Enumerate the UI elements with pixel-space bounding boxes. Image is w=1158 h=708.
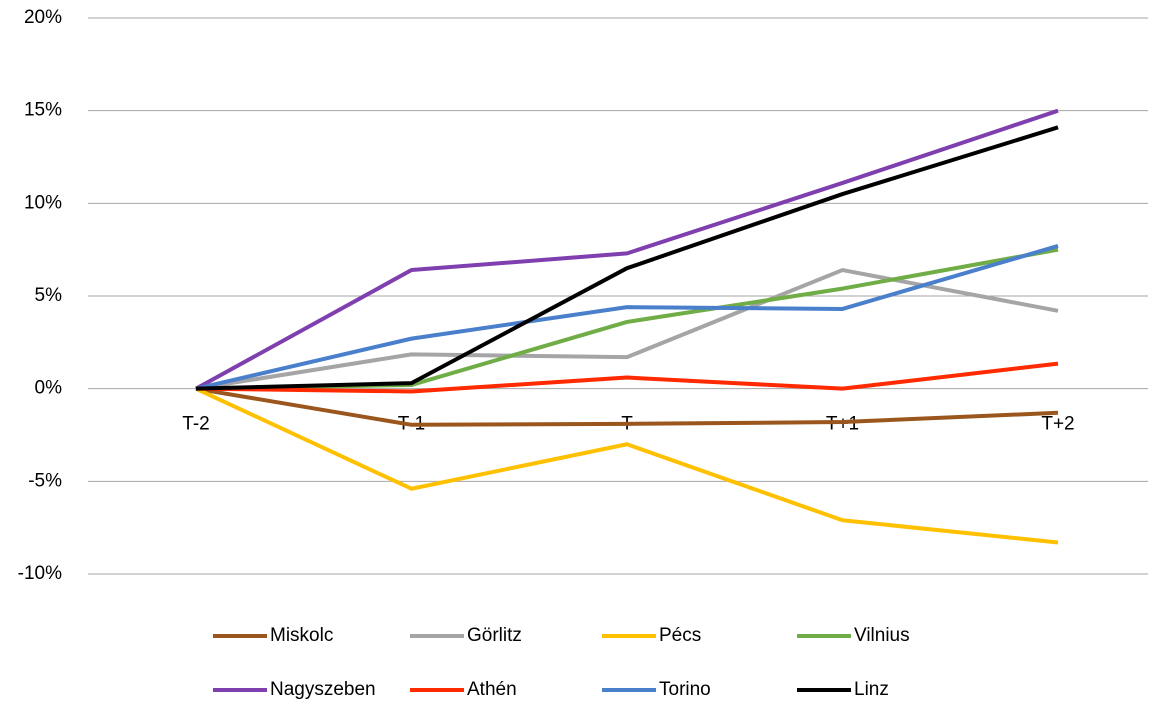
legend-label: Görlitz xyxy=(467,625,522,646)
y-tick-label: 10% xyxy=(24,192,62,213)
legend-label: Nagyszeben xyxy=(270,679,376,700)
y-tick-label: 5% xyxy=(35,285,63,306)
legend-label: Torino xyxy=(659,679,711,700)
y-tick-label: -5% xyxy=(28,470,62,491)
y-tick-label: 15% xyxy=(24,100,62,121)
x-tick-label: T-2 xyxy=(182,414,209,435)
series-line xyxy=(195,361,1059,394)
series-line xyxy=(195,386,1059,545)
y-tick-label: 0% xyxy=(35,378,63,399)
x-tick-label: T+2 xyxy=(1041,414,1074,435)
y-tick-label: 20% xyxy=(24,7,62,28)
series-line xyxy=(195,108,1059,391)
legend-label: Miskolc xyxy=(270,625,333,646)
legend-label: Vilnius xyxy=(854,625,910,646)
series-line xyxy=(195,125,1059,391)
series-line xyxy=(195,268,1059,391)
x-tick-label: T+1 xyxy=(826,414,859,435)
series-line xyxy=(195,386,1059,427)
legend-label: Pécs xyxy=(659,625,701,646)
y-tick-label: -10% xyxy=(18,563,62,584)
legend-label: Linz xyxy=(854,679,889,700)
legend-label: Athén xyxy=(467,679,517,700)
series-line xyxy=(195,244,1059,391)
